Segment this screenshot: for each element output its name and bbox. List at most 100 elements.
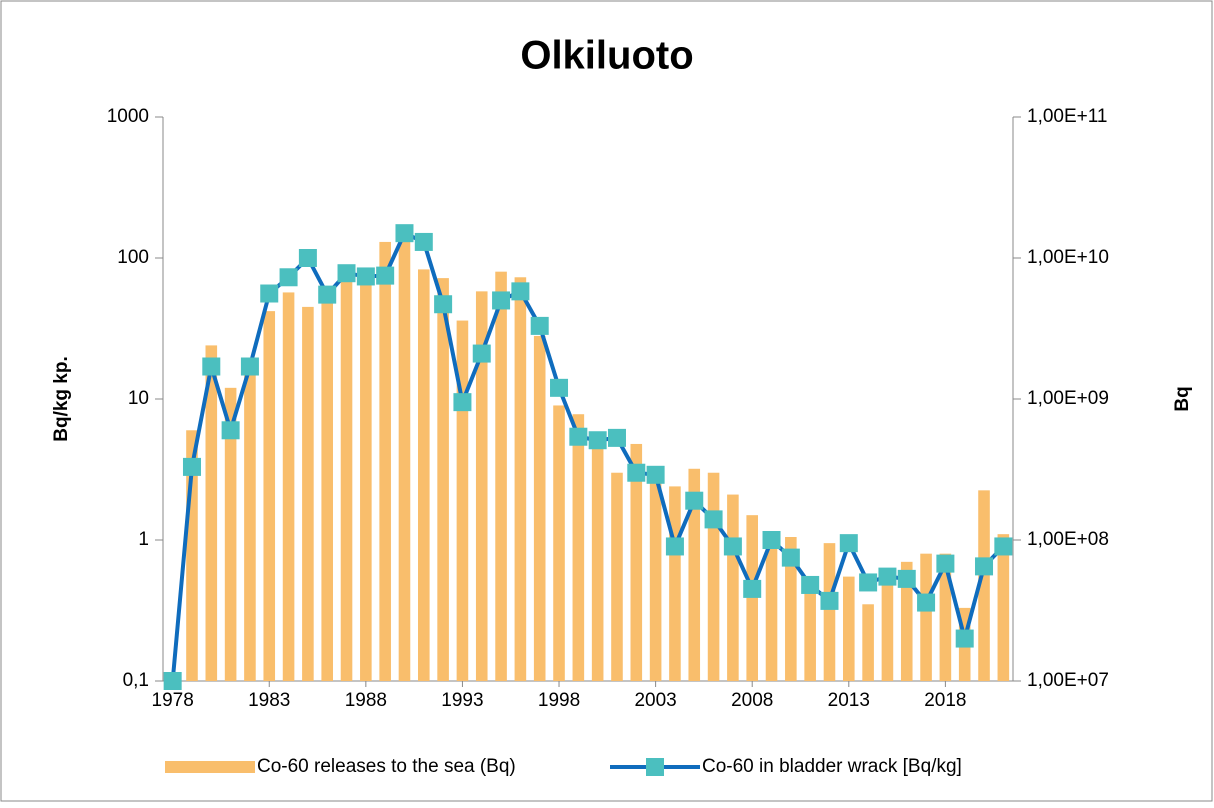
bar <box>881 576 894 681</box>
bar <box>475 291 488 681</box>
y2-tick-label: 1,00E+09 <box>1027 388 1109 409</box>
x-tick-label: 2013 <box>828 690 870 711</box>
x-tick-label: 2008 <box>731 690 773 711</box>
bar <box>282 292 295 681</box>
marker <box>472 344 491 363</box>
marker <box>414 232 433 251</box>
marker <box>163 672 182 690</box>
bar <box>649 472 662 681</box>
legend-label: Co-60 in bladder wrack [Bq/kg] <box>702 756 962 777</box>
bar <box>244 366 256 681</box>
marker <box>917 593 936 612</box>
bar <box>804 576 816 681</box>
bar <box>379 241 391 681</box>
marker <box>878 567 897 586</box>
marker <box>260 284 279 303</box>
bar <box>765 534 778 681</box>
marker <box>588 431 607 450</box>
bar <box>224 387 237 681</box>
y-tick-label: 0,1 <box>123 670 149 691</box>
x-tick-label: 1978 <box>152 690 194 711</box>
marker <box>859 573 878 592</box>
bar <box>437 278 449 681</box>
bar <box>920 553 932 681</box>
bar <box>514 277 527 681</box>
y-axis-title: Bq/kg kp. <box>51 356 72 442</box>
bar <box>746 515 758 681</box>
y2-axis-title: Bq <box>1172 386 1193 411</box>
marker <box>298 249 317 267</box>
legend-label: Co-60 releases to the sea (Bq) <box>257 756 516 777</box>
y2-tick-label: 1,00E+10 <box>1027 247 1109 268</box>
chart-title: Olkiluoto <box>520 34 693 78</box>
bar <box>418 269 430 681</box>
bar <box>456 320 469 681</box>
marker <box>356 267 375 286</box>
bar <box>843 576 855 681</box>
marker <box>685 491 704 510</box>
marker <box>453 393 472 412</box>
bar <box>495 271 507 681</box>
x-tick-label: 1993 <box>441 690 483 711</box>
bar <box>186 430 198 681</box>
bar <box>862 604 874 681</box>
marker <box>820 591 839 610</box>
bar <box>611 472 623 681</box>
legend-marker <box>646 758 664 776</box>
marker <box>646 465 665 484</box>
bar <box>398 237 411 682</box>
marker <box>781 548 800 567</box>
x-tick-label: 2003 <box>634 690 676 711</box>
marker <box>202 357 221 376</box>
marker <box>221 421 240 440</box>
bar <box>823 543 836 681</box>
bar <box>978 490 990 681</box>
marker <box>550 378 569 397</box>
marker <box>897 569 916 588</box>
y2-tick-label: 1,00E+07 <box>1027 670 1109 691</box>
bar <box>997 534 1010 681</box>
bar <box>263 311 276 681</box>
marker <box>182 457 201 476</box>
marker <box>395 224 414 243</box>
y-tick-label: 10 <box>128 388 149 409</box>
marker <box>511 282 530 301</box>
bar <box>340 275 353 681</box>
marker <box>627 463 646 482</box>
bar <box>533 335 546 681</box>
marker <box>240 357 259 376</box>
marker <box>975 557 994 576</box>
bar <box>321 302 333 681</box>
marker <box>569 427 588 446</box>
bar <box>707 472 720 681</box>
marker <box>704 510 723 529</box>
marker <box>376 266 395 285</box>
y2-tick-label: 1,00E+08 <box>1027 529 1109 550</box>
x-tick-label: 2018 <box>924 690 966 711</box>
y-tick-label: 1 <box>138 529 149 550</box>
marker <box>318 285 337 304</box>
x-tick-label: 1998 <box>538 690 580 711</box>
x-tick-label: 1983 <box>248 690 290 711</box>
y2-tick-label: 1,00E+11 <box>1027 106 1107 127</box>
marker <box>762 531 781 549</box>
marker <box>607 428 626 447</box>
bar <box>591 435 604 681</box>
legend-swatch <box>165 761 255 773</box>
marker <box>665 537 684 556</box>
marker <box>337 264 356 283</box>
bar <box>785 537 797 681</box>
bar <box>302 306 314 681</box>
marker <box>723 537 742 556</box>
marker <box>955 629 974 648</box>
marker <box>801 575 820 594</box>
marker <box>279 268 298 287</box>
marker <box>492 291 511 310</box>
bar <box>727 494 739 681</box>
bar <box>900 561 913 681</box>
y-tick-label: 100 <box>117 247 149 268</box>
bar <box>939 553 952 681</box>
marker <box>994 537 1013 556</box>
bar <box>669 486 681 681</box>
